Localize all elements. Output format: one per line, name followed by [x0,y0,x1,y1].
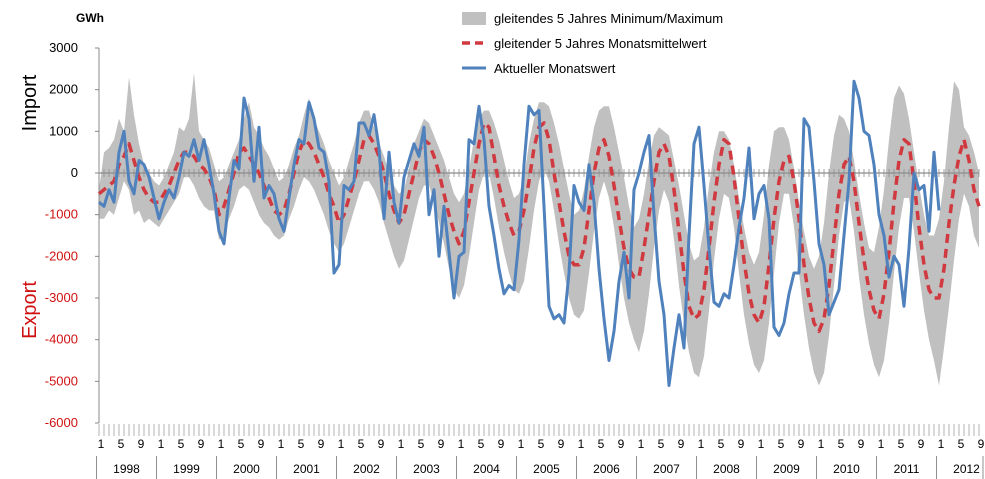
month-tick-label: 5 [358,437,365,451]
month-tick-label: 5 [778,437,785,451]
month-tick-label: 5 [838,437,845,451]
month-tick-label: 1 [338,437,345,451]
month-tick-label: 5 [238,437,245,451]
month-tick-label: 5 [538,437,545,451]
month-tick-label: 9 [198,437,205,451]
month-tick-label: 1 [278,437,285,451]
y-tick-label: 0 [71,165,78,180]
month-tick-label: 9 [558,437,565,451]
month-tick-label: 9 [618,437,625,451]
legend-label-band: gleitendes 5 Jahres Minimum/Maximum [494,11,723,26]
legend: gleitendes 5 Jahres Minimum/Maximum glei… [462,11,723,76]
year-label: 1999 [173,462,200,476]
y-tick-label: 3000 [49,40,78,55]
month-tick-label: 1 [98,437,105,451]
year-label: 2000 [233,462,260,476]
month-tick-label: 5 [658,437,665,451]
month-tick-label: 5 [958,437,965,451]
month-tick-label: 5 [298,437,305,451]
month-tick-label: 9 [438,437,445,451]
y-tick-label: -1000 [45,207,78,222]
month-tick-label: 5 [178,437,185,451]
month-tick-label: 1 [578,437,585,451]
month-tick-label: 1 [818,437,825,451]
y-tick-label: -6000 [45,415,78,430]
y-axis-label-export: Export [19,281,41,339]
label-layer: GWh Import Export 3000 2000 1000 0 -1000 -200… [19,11,985,476]
year-label: 2011 [894,462,920,476]
month-tick-label: 5 [418,437,425,451]
year-label: 2004 [473,462,500,476]
legend-label-mean: gleitender 5 Jahres Monatsmittelwert [494,36,707,51]
month-tick-label: 1 [698,437,705,451]
year-label: 2012 [953,462,980,476]
month-tick-label: 9 [978,437,985,451]
month-tick-label: 9 [378,437,385,451]
month-tick-label: 5 [478,437,485,451]
month-tick-label: 1 [758,437,765,451]
month-tick-label: 1 [938,437,945,451]
year-label: 2003 [413,462,440,476]
year-label: 2010 [833,462,860,476]
month-tick-label: 1 [518,437,525,451]
year-label: 2009 [773,462,800,476]
unit-label: GWh [76,11,104,25]
month-tick-label: 9 [498,437,505,451]
y-tick-label: 1000 [49,123,78,138]
month-tick-label: 1 [158,437,165,451]
month-tick-label: 1 [638,437,645,451]
month-tick-label: 9 [678,437,685,451]
month-tick-label: 5 [598,437,605,451]
year-label: 2007 [653,462,680,476]
y-tick-label: 2000 [49,82,78,97]
y-tick-label: -4000 [45,332,78,347]
month-tick-label: 1 [458,437,465,451]
year-label: 2008 [713,462,740,476]
year-label: 2006 [593,462,620,476]
month-tick-label: 5 [898,437,905,451]
month-tick-label: 9 [738,437,745,451]
legend-label-actual: Aktueller Monatswert [494,61,616,76]
month-tick-label: 9 [798,437,805,451]
y-axis-label-import: Import [19,74,41,131]
month-tick-label: 9 [318,437,325,451]
month-tick-label: 9 [258,437,265,451]
year-label: 2005 [533,462,560,476]
month-tick-label: 1 [878,437,885,451]
month-tick-label: 5 [118,437,125,451]
month-tick-label: 9 [918,437,925,451]
month-tick-label: 9 [858,437,865,451]
month-tick-label: 1 [218,437,225,451]
y-tick-label: -5000 [45,373,78,388]
y-tick-label: -3000 [45,290,78,305]
y-tick-label: -2000 [45,248,78,263]
legend-swatch-band [462,12,486,25]
month-tick-label: 1 [398,437,405,451]
month-tick-label: 9 [138,437,145,451]
year-label: 2002 [353,462,380,476]
year-label: 1998 [113,462,140,476]
year-label: 2001 [293,462,320,476]
month-tick-label: 5 [718,437,725,451]
